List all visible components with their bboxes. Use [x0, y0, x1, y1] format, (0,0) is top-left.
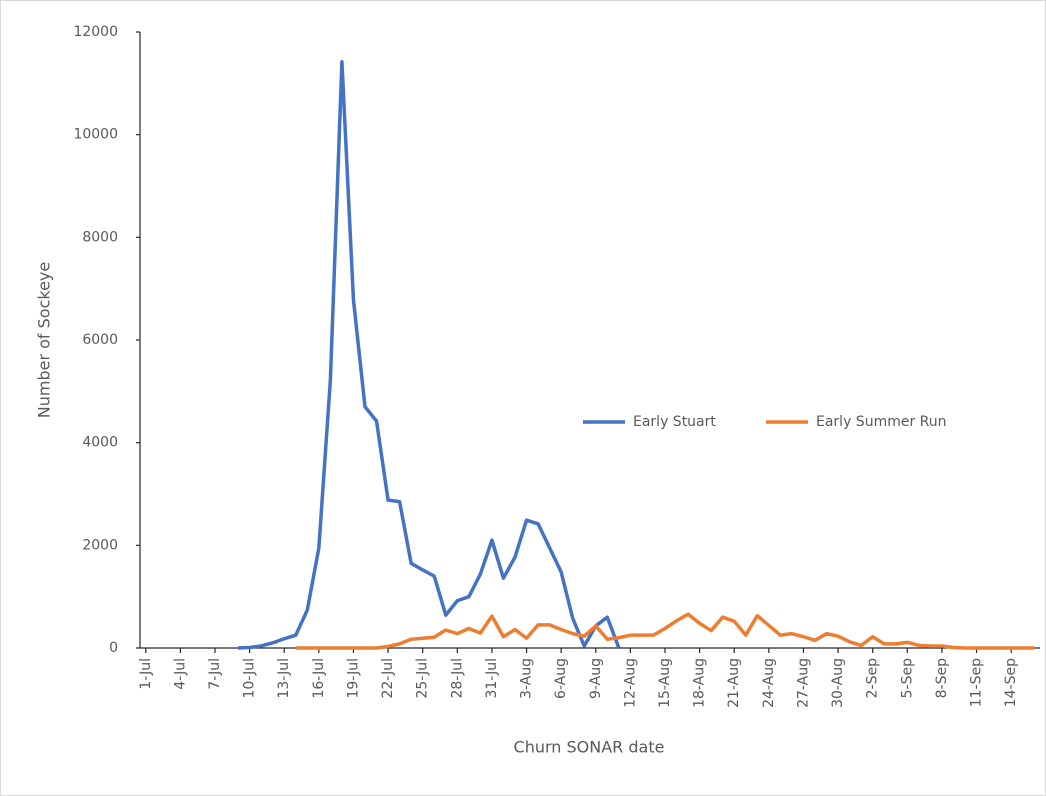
x-tick-label: 22-Jul — [380, 658, 396, 699]
legend-label: Early Summer Run — [816, 414, 947, 430]
x-tick-label: 6-Aug — [553, 658, 569, 699]
legend-label: Early Stuart — [633, 414, 716, 430]
x-tick-label: 9-Aug — [588, 658, 604, 699]
x-tick-label: 31-Jul — [484, 658, 500, 699]
x-tick-label: 13-Jul — [276, 658, 292, 699]
x-tick-label: 11-Sep — [969, 658, 985, 707]
y-tick-label: 2000 — [82, 537, 118, 553]
y-axis-title: Number of Sockeye — [35, 262, 54, 418]
y-tick-label: 4000 — [82, 435, 118, 451]
y-tick-label: 0 — [109, 640, 118, 656]
x-tick-label: 30-Aug — [830, 658, 846, 708]
y-tick-label: 6000 — [82, 332, 118, 348]
x-tick-label: 24-Aug — [761, 658, 777, 708]
x-tick-label: 25-Jul — [415, 658, 431, 699]
x-tick-label: 21-Aug — [726, 658, 742, 708]
x-tick-label: 7-Jul — [207, 658, 223, 690]
x-tick-label: 5-Sep — [899, 658, 915, 698]
x-tick-label: 2-Sep — [865, 658, 881, 698]
y-tick-label: 8000 — [82, 229, 118, 245]
x-tick-label: 12-Aug — [622, 658, 638, 708]
series-line — [295, 612, 1035, 650]
x-tick-label: 1-Jul — [138, 658, 154, 690]
x-tick-label: 28-Jul — [449, 658, 465, 699]
x-tick-label: 14-Sep — [1003, 658, 1019, 707]
x-tick-label: 3-Aug — [519, 658, 535, 699]
x-tick-label: 8-Sep — [934, 658, 950, 698]
x-tick-label: 4-Jul — [172, 658, 188, 690]
series-line — [238, 60, 621, 650]
x-axis-title: Churn SONAR date — [514, 738, 665, 757]
y-tick-label: 12000 — [73, 24, 118, 40]
y-tick-label: 10000 — [73, 127, 118, 143]
x-tick-label: 15-Aug — [657, 658, 673, 708]
x-tick-label: 27-Aug — [795, 658, 811, 708]
x-tick-label: 16-Jul — [311, 658, 327, 699]
x-tick-label: 10-Jul — [242, 658, 258, 699]
x-tick-label: 18-Aug — [692, 658, 708, 708]
x-tick-label: 19-Jul — [345, 658, 361, 699]
